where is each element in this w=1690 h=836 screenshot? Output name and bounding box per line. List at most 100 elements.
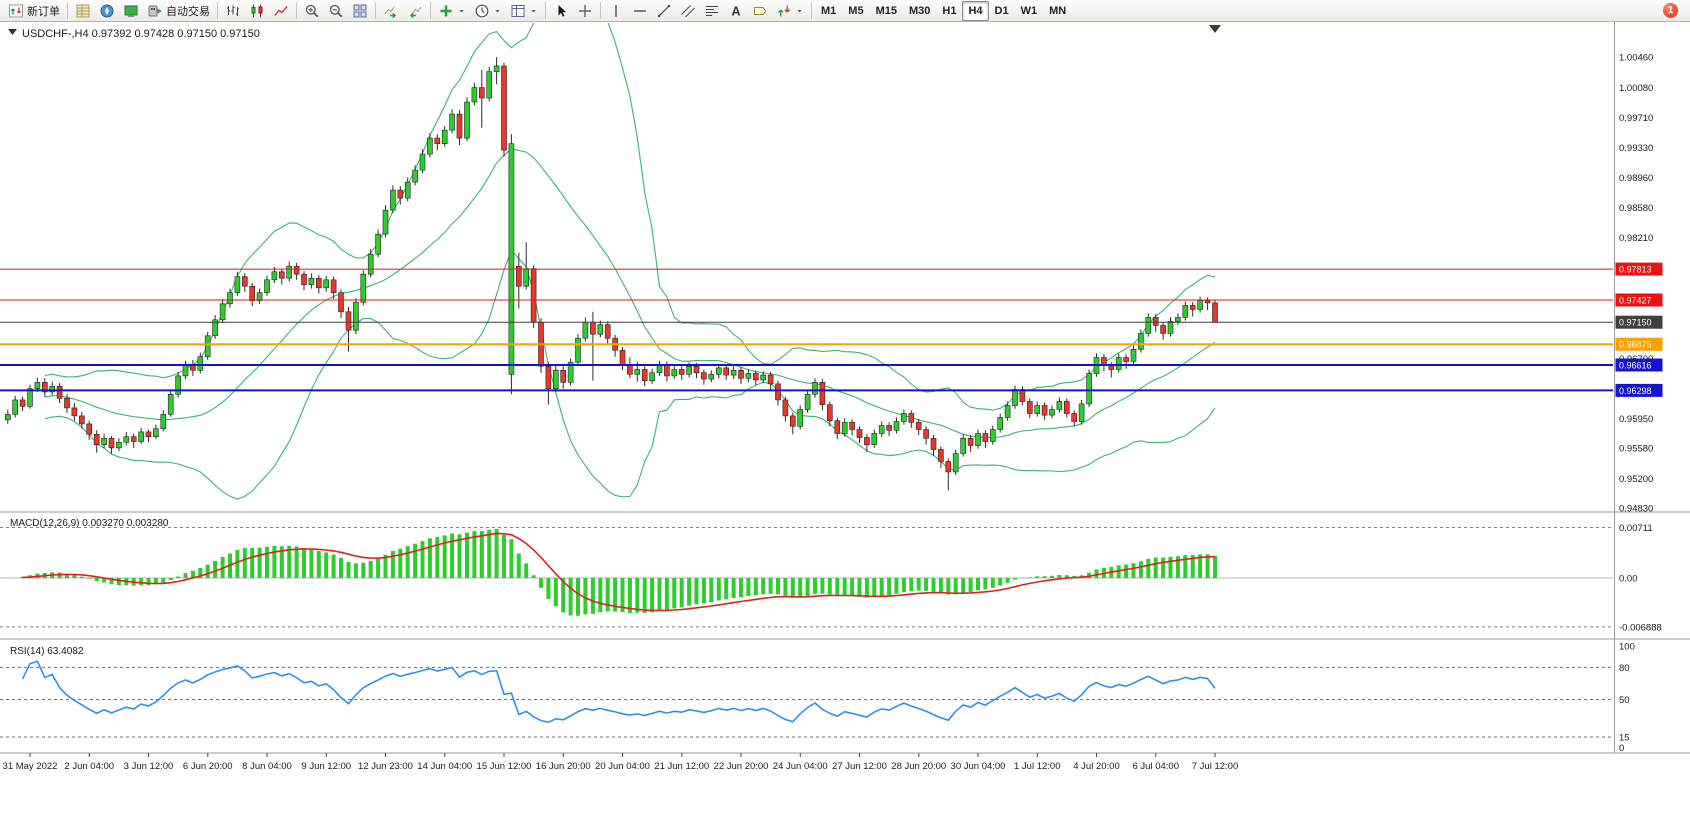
candle-body[interactable] xyxy=(1175,317,1181,322)
candle-body[interactable] xyxy=(197,356,204,371)
candle-body[interactable] xyxy=(1152,317,1159,326)
candle-body[interactable] xyxy=(464,101,470,139)
candle-body[interactable] xyxy=(441,129,448,144)
candle-body[interactable] xyxy=(382,209,389,235)
candle-body[interactable] xyxy=(989,429,996,442)
candle-body[interactable] xyxy=(86,423,92,435)
candle-body[interactable] xyxy=(834,420,841,434)
candle-body[interactable] xyxy=(641,369,648,381)
candle-body[interactable] xyxy=(27,388,33,407)
candle-body[interactable] xyxy=(508,143,515,375)
candle-body[interactable] xyxy=(501,65,507,151)
candle-body[interactable] xyxy=(434,137,441,144)
candle-body[interactable] xyxy=(782,399,789,417)
candle-body[interactable] xyxy=(1078,403,1085,422)
auto-scroll-button[interactable] xyxy=(379,1,403,21)
candle-body[interactable] xyxy=(41,381,48,393)
candle-body[interactable] xyxy=(523,268,530,287)
candle-body[interactable] xyxy=(1012,389,1018,406)
candle-body[interactable] xyxy=(1197,300,1203,310)
candle-body[interactable] xyxy=(627,364,633,375)
candle-body[interactable] xyxy=(982,433,989,442)
candle-body[interactable] xyxy=(849,421,855,430)
candle-body[interactable] xyxy=(419,153,426,171)
candle-body[interactable] xyxy=(34,381,41,389)
candle-body[interactable] xyxy=(997,417,1004,430)
candle-body[interactable] xyxy=(49,385,56,393)
candle-body[interactable] xyxy=(160,413,167,429)
candle-body[interactable] xyxy=(1204,300,1211,304)
price-tag[interactable]: 0.96298 xyxy=(1615,383,1663,397)
candle-body[interactable] xyxy=(153,428,159,438)
timeframe-mn-button[interactable]: MN xyxy=(1043,1,1072,21)
timeframe-h4-button[interactable]: H4 xyxy=(962,0,989,21)
candle-body[interactable] xyxy=(915,421,922,430)
candle-body[interactable] xyxy=(738,369,744,379)
text-label-button[interactable] xyxy=(748,1,772,21)
main-price-pane[interactable] xyxy=(5,22,1218,500)
candle-body[interactable] xyxy=(797,409,804,427)
candle-body[interactable] xyxy=(804,393,811,410)
candle-body[interactable] xyxy=(108,437,115,449)
candle-body[interactable] xyxy=(167,393,174,415)
macd-pane[interactable] xyxy=(0,527,1613,628)
candle-body[interactable] xyxy=(1027,401,1033,414)
price-tag[interactable]: 0.97150 xyxy=(1615,315,1663,329)
candle-body[interactable] xyxy=(264,279,270,293)
new-order-button[interactable]: 新订单 xyxy=(4,1,64,21)
candle-body[interactable] xyxy=(456,113,463,139)
candle-body[interactable] xyxy=(745,373,752,379)
candle-body[interactable] xyxy=(1130,349,1137,362)
candle-body[interactable] xyxy=(412,169,418,183)
candle-body[interactable] xyxy=(826,404,833,422)
candle-body[interactable] xyxy=(701,372,707,380)
candle-body[interactable] xyxy=(12,399,18,415)
price-tag[interactable]: 0.97813 xyxy=(1615,262,1663,276)
candle-body[interactable] xyxy=(19,399,26,407)
candle-body[interactable] xyxy=(367,253,374,275)
candle-body[interactable] xyxy=(56,385,63,399)
candle-body[interactable] xyxy=(619,349,626,365)
candle-body[interactable] xyxy=(819,381,826,405)
candle-body[interactable] xyxy=(930,437,937,450)
candle-body[interactable] xyxy=(752,373,759,381)
candle-body[interactable] xyxy=(634,369,641,375)
candle-body[interactable] xyxy=(204,335,211,357)
timeframe-m5-button[interactable]: M5 xyxy=(842,1,869,21)
candle-body[interactable] xyxy=(945,461,952,473)
candle-body[interactable] xyxy=(130,436,137,442)
candle-body[interactable] xyxy=(271,271,278,281)
candle-body[interactable] xyxy=(1034,405,1040,414)
candle-body[interactable] xyxy=(1108,365,1115,370)
candle-body[interactable] xyxy=(597,324,604,335)
candle-body[interactable] xyxy=(775,383,781,401)
fibonacci-button[interactable] xyxy=(700,1,724,21)
candle-body[interactable] xyxy=(227,292,233,305)
chart-shift-button[interactable] xyxy=(403,1,427,21)
candle-body[interactable] xyxy=(730,369,737,376)
price-tag[interactable]: 0.96875 xyxy=(1615,337,1663,351)
candle-body[interactable] xyxy=(345,311,352,331)
candle-body[interactable] xyxy=(715,367,722,375)
candle-body[interactable] xyxy=(864,437,870,445)
candle-body[interactable] xyxy=(1049,409,1055,416)
timeframe-m30-button[interactable]: M30 xyxy=(903,1,936,21)
candle-body[interactable] xyxy=(242,276,248,287)
candle-body[interactable] xyxy=(923,429,929,439)
candle-body[interactable] xyxy=(893,421,900,431)
candle-body[interactable] xyxy=(123,436,130,443)
candle-body[interactable] xyxy=(101,437,107,445)
candle-body[interactable] xyxy=(1071,413,1077,422)
channel-button[interactable] xyxy=(676,1,700,21)
candle-body[interactable] xyxy=(1115,357,1122,370)
candle-body[interactable] xyxy=(590,321,596,335)
candle-body[interactable] xyxy=(960,437,967,454)
candle-body[interactable] xyxy=(678,369,685,375)
candle-body[interactable] xyxy=(723,367,730,376)
arrows-button[interactable] xyxy=(772,1,808,21)
candle-body[interactable] xyxy=(116,441,122,449)
candle-body[interactable] xyxy=(293,265,300,275)
candle-body[interactable] xyxy=(1056,401,1063,410)
candle-body[interactable] xyxy=(545,365,552,389)
timeframe-m15-button[interactable]: M15 xyxy=(870,1,903,21)
